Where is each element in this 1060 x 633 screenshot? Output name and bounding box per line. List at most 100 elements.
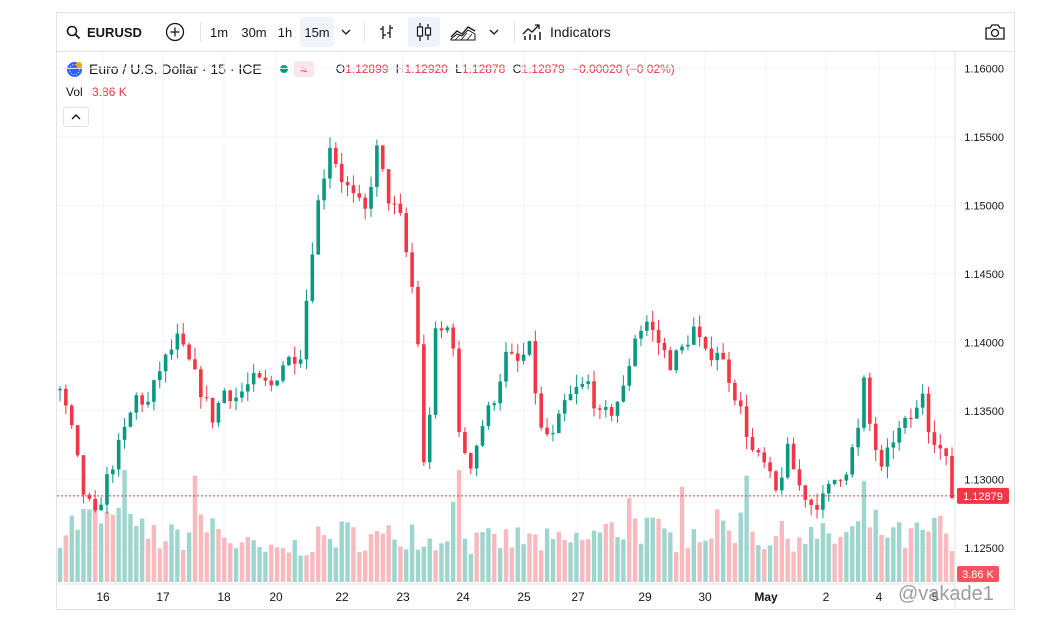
candle-body [228, 390, 232, 402]
high-value: 1.12920 [404, 62, 448, 76]
volume-bar [145, 538, 151, 582]
volume-bar [826, 533, 831, 582]
y-tick-label: 1.13500 [964, 406, 1004, 418]
candle-body [662, 342, 667, 351]
volume-bar [615, 537, 620, 582]
indicators-button[interactable]: Indicators [522, 12, 622, 52]
camera-icon [984, 23, 1006, 41]
volume-bar [861, 481, 867, 582]
candle-body [292, 356, 297, 364]
candle-body [715, 352, 720, 361]
interval-1m-button[interactable]: 1m [209, 24, 229, 40]
ohlc-values: O1.12899 H1.12920 L1.12878 C1.12879 −0.0… [335, 62, 675, 76]
volume-bar [75, 529, 80, 582]
chart-type-dropdown-button[interactable] [484, 12, 504, 52]
volume-bar [404, 549, 409, 582]
symbol-search-button[interactable]: EURUSD [62, 12, 146, 52]
bar-chart-button[interactable] [372, 12, 402, 52]
candle-body [920, 393, 925, 408]
volume-bar [662, 528, 667, 582]
candle-body [163, 354, 168, 372]
volume-bar [192, 475, 198, 582]
x-tick-label: May [754, 590, 778, 604]
volume-bar [104, 511, 110, 582]
candle-body [216, 402, 221, 423]
volume-bar [251, 540, 256, 582]
delayed-data-icon[interactable]: ≈ [293, 61, 314, 77]
interval-1h-button[interactable]: 1h [277, 24, 293, 40]
candle-body [603, 407, 608, 410]
candle-body [856, 427, 860, 448]
market-status-dot [279, 65, 288, 73]
volume-bar [357, 552, 362, 582]
x-tick-label: 30 [698, 590, 712, 604]
candle-body [609, 407, 614, 416]
volume-bar [679, 486, 685, 582]
candle-body [222, 390, 227, 403]
candle-body [785, 443, 790, 478]
candle-body [404, 213, 409, 253]
volume-bar [943, 533, 949, 582]
candle-body [369, 186, 373, 209]
interval-dropdown-button[interactable] [336, 12, 356, 52]
x-tick-label: 4 [876, 590, 883, 604]
symbol-description[interactable]: Euro / U.S. Dollar · 15 · ICE [89, 61, 262, 77]
add-symbol-icon [165, 22, 185, 42]
volume-bar [908, 528, 914, 582]
volume-bar [597, 532, 603, 582]
volume-bar [163, 541, 168, 582]
interval-15m-button[interactable]: 15m [300, 17, 334, 47]
candle-body [433, 328, 438, 415]
interval-30m-button[interactable]: 30m [241, 24, 267, 40]
watermark-text: @vakade1 [898, 583, 994, 605]
volume-bar [134, 526, 139, 582]
volume-bar [650, 517, 655, 582]
volume-bar [644, 517, 650, 582]
candle-body [803, 485, 808, 500]
volume-bar [902, 548, 908, 582]
volume-bar [415, 549, 421, 582]
candle-body [504, 351, 508, 382]
volume-bar [181, 550, 186, 582]
add-symbol-button[interactable] [160, 12, 190, 52]
candle-body [410, 252, 414, 287]
volume-bar [304, 555, 309, 582]
candle-body [633, 338, 637, 367]
candle-body [275, 380, 279, 386]
x-tick-label: 18 [217, 590, 231, 604]
volume-bar [632, 518, 638, 582]
x-tick-label: 23 [396, 590, 410, 604]
candle-body [128, 412, 133, 427]
candle-body [304, 300, 309, 360]
volume-bar [198, 514, 204, 582]
candlestick-chart-button[interactable] [408, 17, 440, 47]
screenshot-button[interactable] [980, 12, 1010, 52]
collapse-legend-button[interactable] [63, 107, 89, 127]
area-chart-button[interactable] [446, 12, 480, 52]
volume-bar [591, 530, 597, 582]
candle-body [187, 344, 191, 360]
volume-bar [169, 524, 174, 582]
volume-bar [57, 548, 63, 582]
area-chart-icon [450, 23, 476, 41]
candle-body [140, 395, 144, 405]
candle-body [527, 341, 532, 355]
volume-bar [515, 527, 520, 582]
last-price-tag-label: 1.12879 [963, 491, 1003, 503]
candle-body [134, 395, 139, 413]
candle-body [422, 344, 426, 463]
volume-bar [726, 530, 732, 582]
candle-body [316, 200, 321, 255]
volume-bar [750, 531, 755, 582]
volume-bar [274, 547, 280, 582]
candle-body [709, 348, 714, 361]
candle-body [533, 341, 538, 394]
volume-bar [896, 522, 902, 582]
volume-bar [550, 539, 556, 582]
volume-bar [879, 534, 884, 582]
volume-bar [239, 542, 245, 582]
candle-body [157, 371, 162, 381]
candle-body [245, 384, 250, 392]
candle-body [122, 426, 127, 440]
